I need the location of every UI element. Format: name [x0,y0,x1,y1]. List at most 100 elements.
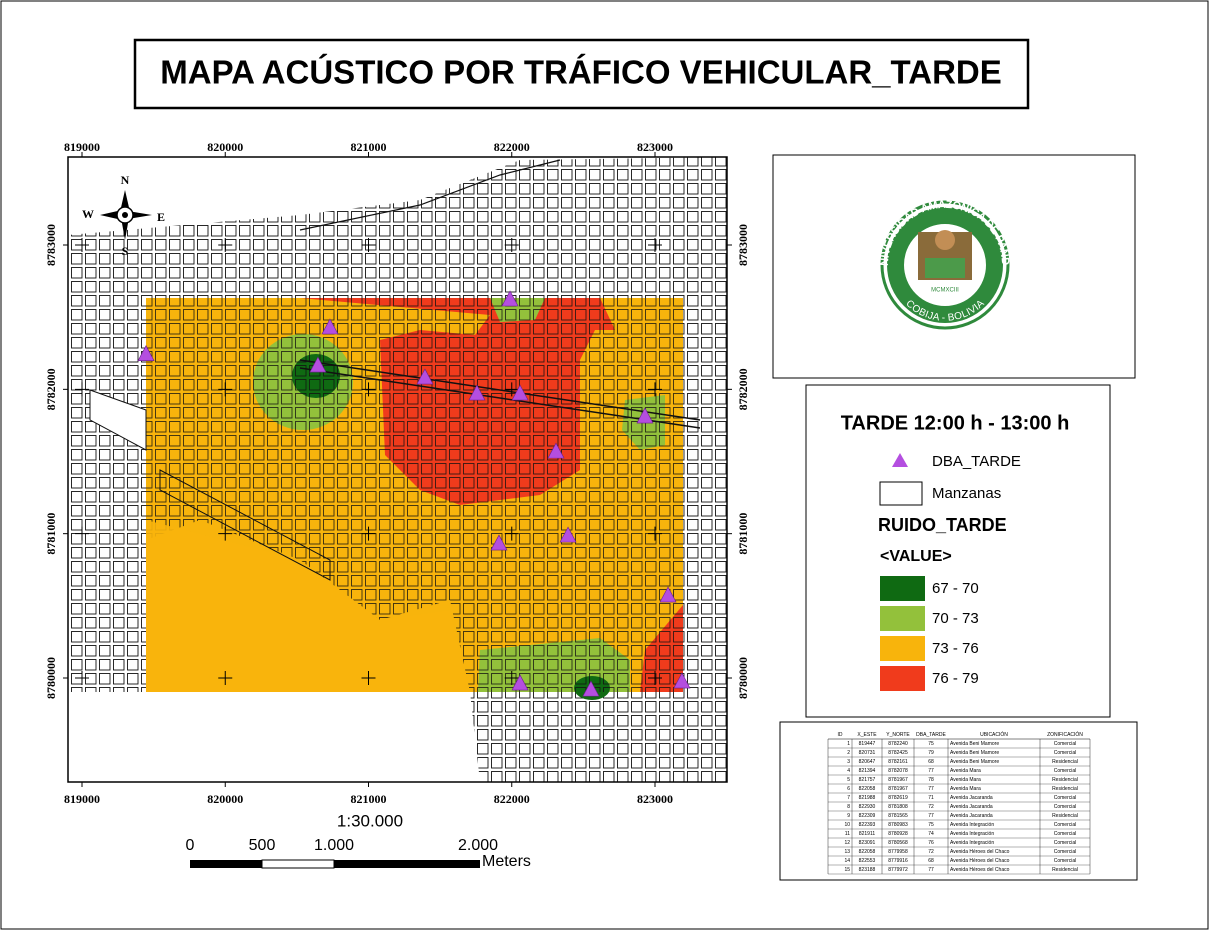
y-coord-label: 8782000 [44,368,58,410]
x-coord-label: 821000 [351,140,387,154]
table-cell: Comercial [1054,804,1077,810]
title-box [133,38,1030,110]
y-coord-label: 8780000 [44,657,58,699]
table-cell: Comercial [1054,795,1077,801]
table-cell: 823091 [859,840,876,846]
table-cell: 1 [847,741,850,747]
map-title: MAPA ACÚSTICO POR TRÁFICO VEHICULAR_TARD… [160,54,1002,91]
table-cell: 72 [928,849,934,855]
table-cell: ZONIFICACIÓN [1047,731,1083,738]
sample-point [416,368,434,385]
table-cell: Avenida Jacaranda [950,813,993,819]
table-cell: 821757 [859,777,876,783]
table-cell: 822930 [859,804,876,810]
grid-cross [218,238,233,252]
table-cell: 820731 [859,750,876,756]
grid-cross [218,526,233,541]
table-cell: 71 [928,795,934,801]
table-cell: Avenida Integración [950,840,994,846]
x-coord-label: 822000 [494,140,530,154]
scale-label: 2.000 [458,837,498,854]
legend-polygon-symbol [879,481,923,506]
table-cell: 820647 [859,759,876,765]
sample-point [673,672,691,689]
table-cell: Avenida Beni Mamore [950,759,999,765]
table-cell: 77 [928,786,934,792]
y-coord-label: 8783000 [736,224,750,266]
table-cell: Avenida Integración [950,831,994,837]
table-cell: Comercial [1054,858,1077,864]
table-cell: ID [838,732,843,738]
x-coord-label: 822000 [494,792,530,806]
sample-point [490,534,508,551]
logo-year: MCMXCIII [931,288,959,294]
table-cell: 823188 [859,867,876,873]
table-cell: Avenida Integración [950,822,994,828]
grid-cross [75,238,89,252]
table-cell: Residencial [1052,813,1078,819]
grid-cross [648,671,662,685]
table-cell: 68 [928,858,934,864]
x-coord-label: 823000 [637,140,673,154]
sample-point [511,674,529,691]
grid-cross [504,671,519,685]
y-coord-label: 8782000 [736,368,750,410]
table-cell: 68 [928,759,934,765]
grid-cross [504,526,519,541]
grid-cross [648,526,662,541]
legend-raster-name: RUIDO_TARDE [878,515,1007,535]
table-cell: 8780568 [888,840,908,846]
table-cell: Residencial [1052,759,1078,765]
legend-swatch [880,666,925,691]
sample-point [659,586,677,603]
north-label: N [121,173,130,187]
table-cell: 8779972 [888,867,908,873]
x-coord-label: 820000 [207,792,243,806]
x-coord-label: 819000 [64,792,100,806]
table-cell: Avenida Mara [950,786,981,792]
legend-title: TARDE 12:00 h - 13:00 h [841,412,1070,434]
grid-cross [648,382,662,397]
table-cell: 8782161 [888,759,908,765]
scale-label: 0 [186,837,195,854]
table-cell: 8779958 [888,849,908,855]
table-cell: Avenida Héroes del Chaco [950,858,1010,864]
grid-cross [75,671,89,685]
sample-point [511,384,529,401]
table-cell: 13 [844,849,850,855]
legend-box [805,384,1111,718]
table-cell: 2 [847,750,850,756]
table-cell: 822553 [859,858,876,864]
y-coord-label: 8781000 [736,513,750,555]
table-cell: 8 [847,804,850,810]
table-cell: Residencial [1052,786,1078,792]
table-cell: Comercial [1054,822,1077,828]
north-arrow: N S W E [82,173,165,258]
scale-label: 1.000 [314,837,354,854]
map-body [68,157,727,782]
table-cell: 75 [928,822,934,828]
legend-class-label: 67 - 70 [932,580,979,597]
table-cell: 8779916 [888,858,908,864]
legend-class-label: 73 - 76 [932,640,979,657]
sample-point [501,290,519,307]
table-cell: Avenida Beni Mamore [950,741,999,747]
legend-item: DBA_TARDE [932,453,1021,470]
legend-field: <VALUE> [880,548,952,565]
grid-cross [361,238,376,252]
road-diagonal [159,469,331,581]
sample-point [582,680,600,697]
table-cell: 821394 [859,768,876,774]
table-cell: 8782425 [888,750,908,756]
table-cell: Avenida Beni Mamore [950,750,999,756]
noise-73-76 [146,520,470,692]
table-cell: 74 [928,831,934,837]
table-cell: 822058 [859,786,876,792]
table-cell: 8782078 [888,768,908,774]
road-avenue [299,359,701,421]
table-cell: 77 [928,813,934,819]
grid-cross [218,671,233,685]
scale-unit: Meters [482,853,531,870]
